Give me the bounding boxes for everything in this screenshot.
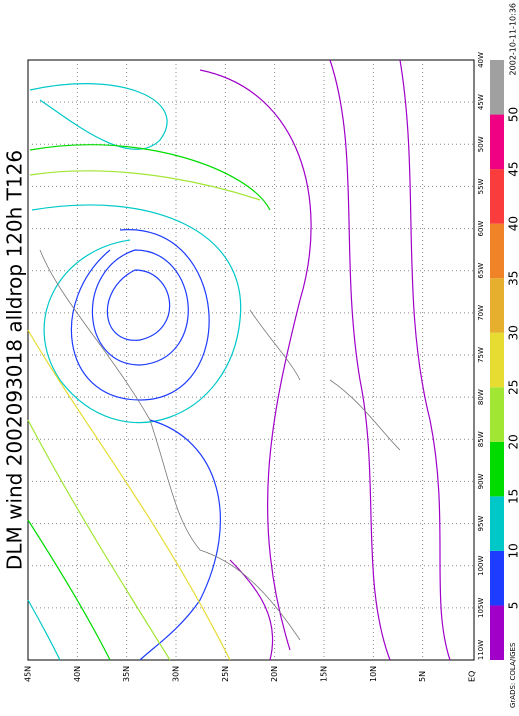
colorbar-swatch bbox=[490, 333, 504, 388]
lat-label: 25N bbox=[221, 666, 230, 682]
colorbar-label: 10 bbox=[507, 543, 519, 558]
timestamp: 2002-10-11-10:36 bbox=[509, 3, 518, 75]
lat-label: EQ bbox=[468, 671, 477, 682]
colorbar-swatch bbox=[490, 496, 504, 551]
lon-label: 80W bbox=[477, 389, 485, 405]
colorbar-swatch bbox=[490, 278, 504, 333]
lon-label: 90W bbox=[477, 473, 485, 489]
lat-label: 45N bbox=[24, 666, 33, 682]
colorbar-swatch bbox=[490, 115, 504, 170]
lon-label: 65W bbox=[477, 263, 485, 279]
credit: GrADS: COLA/IGES bbox=[509, 642, 517, 708]
colorbar-swatch bbox=[490, 60, 504, 115]
lat-label: 15N bbox=[320, 666, 329, 682]
lat-label: 30N bbox=[172, 666, 181, 682]
colorbar: 5 10 15 20 25 30 35 40 45 50 bbox=[490, 60, 519, 660]
lat-label: 35N bbox=[122, 666, 131, 682]
lat-label: 20N bbox=[270, 666, 279, 682]
colorbar-label: 5 bbox=[507, 602, 519, 610]
colorbar-label: 35 bbox=[507, 271, 519, 286]
lon-label: 95W bbox=[477, 516, 485, 532]
colorbar-label: 45 bbox=[507, 161, 519, 176]
lon-label: 45W bbox=[477, 94, 485, 110]
lon-label: 85W bbox=[477, 431, 485, 447]
colorbar-swatch bbox=[490, 551, 504, 606]
colorbar-swatch bbox=[490, 442, 504, 497]
colorbar-label: 25 bbox=[507, 380, 519, 395]
lon-label: 75W bbox=[477, 347, 485, 363]
lat-label: 5N bbox=[418, 671, 427, 682]
colorbar-label: 30 bbox=[507, 325, 519, 340]
colorbar-label: 20 bbox=[507, 434, 519, 449]
lat-label: 10N bbox=[369, 666, 378, 682]
lon-label: 50W bbox=[477, 136, 485, 152]
lon-label: 100W bbox=[477, 556, 485, 576]
lon-label: 110W bbox=[477, 640, 485, 660]
colorbar-label: 50 bbox=[507, 107, 519, 122]
lon-label: 55W bbox=[477, 178, 485, 194]
map-frame bbox=[28, 60, 474, 660]
lat-label: 40N bbox=[73, 666, 82, 682]
colorbar-label: 40 bbox=[507, 216, 519, 231]
lon-label: 60W bbox=[477, 221, 485, 237]
colorbar-swatch bbox=[490, 169, 504, 224]
colorbar-swatch bbox=[490, 605, 504, 660]
colorbar-swatch bbox=[490, 224, 504, 279]
lon-label: 105W bbox=[477, 598, 485, 618]
chart-title: DLM wind 2002093018 alldrop 120h T126 bbox=[3, 150, 27, 570]
colorbar-label: 15 bbox=[507, 489, 519, 504]
colorbar-swatch bbox=[490, 387, 504, 442]
lon-label: 40W bbox=[477, 52, 485, 68]
lon-label: 70W bbox=[477, 305, 485, 321]
